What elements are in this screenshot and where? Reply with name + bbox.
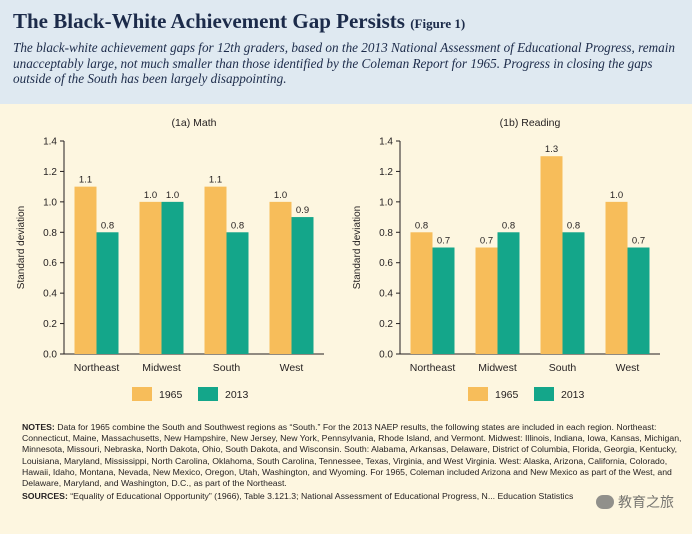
x-tick-label: Northeast [410,362,456,374]
chart-math: (1a) Math Standard deviation 0.0 0.2 0.4 0.6 0… [14,108,334,420]
chart-reading: (1b) Reading Standard deviation 0.0 0.2 0.4 0… [350,108,670,420]
bar-1965-northeast [410,232,433,354]
data-label: 1.1 [209,175,222,186]
x-tick-label: Midwest [142,362,181,374]
bar-2013-south [562,232,585,354]
y-tick-label: 0.4 [379,289,393,300]
data-label: 0.7 [632,236,645,247]
x-tick-label: West [280,362,304,374]
bar-1965-south [204,186,227,354]
x-tick-label: Midwest [478,362,517,374]
data-label: 1.0 [144,190,157,201]
data-label: 1.0 [166,190,179,201]
chart-math-svg: (1a) Math Standard deviation 0.0 0.2 0.4 0.6 0… [16,117,324,401]
y-tick-label: 0.6 [379,258,393,269]
notes-text: Data for 1965 combine the South and Sout… [22,422,682,489]
y-tick-label: 1.4 [379,137,393,148]
y-tick-label: 0.2 [379,319,393,330]
legend-swatch-2013 [198,387,218,401]
title-text: The Black-White Achievement Gap Persists [13,9,405,33]
data-label: 0.9 [296,205,309,216]
legend-label: 2013 [225,389,249,401]
data-label: 1.0 [610,190,623,201]
y-tick-label: 1.0 [43,197,57,208]
page-subtitle: The black-white achievement gaps for 12t… [13,40,675,86]
sources-label: SOURCES: [22,491,68,502]
bar-2013-west [627,247,650,354]
data-label: 0.7 [480,236,493,247]
x-tick-label: South [213,362,241,374]
y-tick-label: 0.6 [43,258,57,269]
legend-label: 2013 [561,389,585,401]
data-label: 0.8 [567,220,580,231]
data-label: 0.8 [101,220,114,231]
notes-paragraph: NOTES: Data for 1965 combine the South a… [22,422,682,489]
header-banner: The Black-White Achievement Gap Persists… [0,0,692,104]
x-tick-label: Northeast [74,362,120,374]
sources-text: “Equality of Educational Opportunity” (1… [70,491,574,502]
y-tick-label: 0.0 [43,350,57,361]
y-tick-label: 1.2 [43,167,57,178]
legend-swatch-1965 [132,387,152,401]
bar-2013-northeast [96,232,119,354]
data-label: 1.0 [274,190,287,201]
figure-label: (Figure 1) [410,16,466,31]
bar-2013-northeast [432,247,455,354]
y-tick-label: 0.8 [379,228,393,239]
watermark: 教育之旅 [596,492,674,512]
bar-1965-northeast [74,186,97,354]
x-tick-label: South [549,362,577,374]
data-label: 0.7 [437,236,450,247]
data-label: 0.8 [231,220,244,231]
y-tick-label: 1.0 [379,197,393,208]
y-tick-label: 0.0 [379,350,393,361]
y-tick-label: 1.4 [43,137,57,148]
legend-swatch-2013 [534,387,554,401]
chart-reading-svg: (1b) Reading Standard deviation 0.0 0.2 0.4 0… [352,117,660,401]
watermark-text: 教育之旅 [618,495,674,511]
bar-2013-west [291,217,314,354]
chart-title: (1a) Math [172,117,217,129]
bar-1965-west [269,201,292,354]
data-label: 1.1 [79,175,92,186]
chart-title: (1b) Reading [500,117,561,129]
y-tick-label: 0.4 [43,289,57,300]
sources-paragraph: SOURCES: “Equality of Educational Opport… [22,491,682,502]
data-label: 1.3 [545,144,558,155]
y-tick-label: 0.8 [43,228,57,239]
bar-1965-midwest [139,201,162,354]
y-axis-label: Standard deviation [352,206,363,289]
legend-label: 1965 [159,389,183,401]
data-label: 0.8 [502,220,515,231]
x-tick-label: West [616,362,640,374]
y-tick-label: 1.2 [379,167,393,178]
legend-label: 1965 [495,389,519,401]
bar-1965-south [540,156,563,354]
bar-1965-west [605,201,628,354]
y-axis-label: Standard deviation [16,206,27,289]
wechat-icon [596,495,614,509]
legend-swatch-1965 [468,387,488,401]
notes-block: NOTES: Data for 1965 combine the South a… [22,422,682,502]
bar-2013-midwest [161,201,184,354]
bar-2013-south [226,232,249,354]
data-label: 0.8 [415,220,428,231]
notes-label: NOTES: [22,422,55,432]
y-tick-label: 0.2 [43,319,57,330]
bar-1965-midwest [475,247,498,354]
page-title: The Black-White Achievement Gap Persists… [13,9,465,34]
bar-2013-midwest [497,232,520,354]
